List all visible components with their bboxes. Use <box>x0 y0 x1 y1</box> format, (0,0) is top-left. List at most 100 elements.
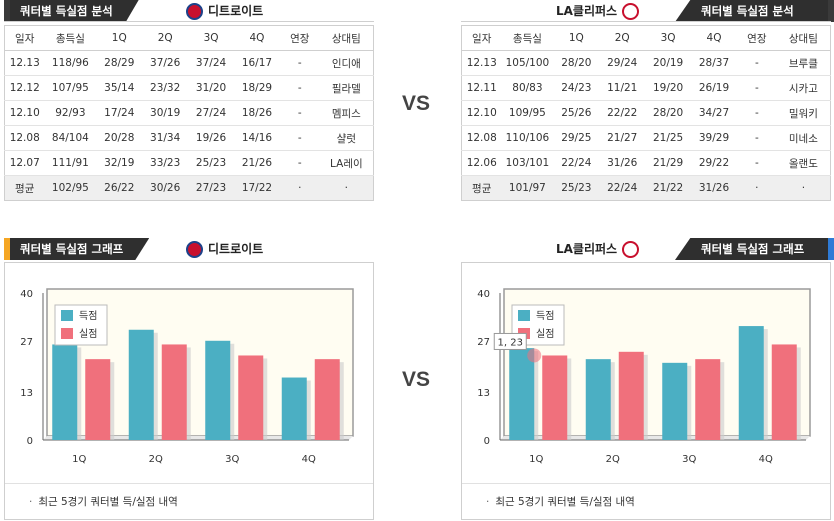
table-cell: 110/106 <box>501 125 554 151</box>
table-cell: 14/16 <box>234 125 280 151</box>
column-header: 4Q <box>691 25 737 51</box>
average-cell: 21/22 <box>645 175 692 201</box>
table-cell: 12.06 <box>461 150 502 176</box>
column-header: 3Q <box>645 25 692 51</box>
table-cell: 29/24 <box>599 50 646 76</box>
legend-label: 실점 <box>536 328 554 340</box>
table-cell: LA레이 <box>319 150 374 176</box>
table-cell: - <box>736 100 777 126</box>
table-cell: 37/24 <box>188 50 234 76</box>
table-cell: 28/37 <box>691 50 737 76</box>
table-cell: - <box>736 75 777 101</box>
table-cell: 16/17 <box>234 50 280 76</box>
table-cell: 31/26 <box>599 150 646 176</box>
plot-floor <box>43 436 353 440</box>
table-cell: 103/101 <box>501 150 554 176</box>
column-header: 1Q <box>96 25 143 51</box>
average-row: 평균 102/95 26/22 30/26 27/23 17/22 · · <box>4 175 374 201</box>
table-cell: 20/19 <box>645 50 692 76</box>
table-cell: 21/25 <box>645 125 692 151</box>
table-row: 12.11 80/83 24/23 11/21 19/20 26/19- 시카고 <box>461 75 831 101</box>
legend-label: 득점 <box>536 310 554 322</box>
table-cell: 20/28 <box>96 125 143 151</box>
average-cell: 17/22 <box>234 175 280 201</box>
y-tick-label: 0 <box>27 436 33 447</box>
table-cell: 샬럿 <box>319 125 374 151</box>
table-cell: 11/21 <box>599 75 646 101</box>
right-graph-team: LA클리퍼스 <box>556 238 640 260</box>
right-chart-box: 0 13 27 40 1Q 2Q 3Q 4Q 득점 실점 1, 23 · 최근 5경기 쿼터별 득/실… <box>461 262 831 520</box>
column-header: 2Q <box>599 25 646 51</box>
y-tick-label: 27 <box>477 337 490 348</box>
table-cell: 25/23 <box>188 150 234 176</box>
table-cell: 92/93 <box>44 100 97 126</box>
average-cell: · <box>319 175 374 201</box>
right-footnote: · 최근 5경기 쿼터별 득/실점 내역 <box>486 494 635 509</box>
left-graph-tab: 쿼터별 득실점 그래프 <box>10 238 150 260</box>
column-header: 일자 <box>4 25 45 51</box>
average-cell: 평균 <box>4 175 45 201</box>
table-cell: 12.11 <box>461 75 502 101</box>
table-row: 12.12 107/95 35/14 23/32 31/20 18/29- 필라델 <box>4 75 374 101</box>
table-cell: 111/91 <box>44 150 97 176</box>
average-cell: · <box>736 175 777 201</box>
table-cell: - <box>279 50 320 76</box>
pistons-logo-icon <box>186 240 203 258</box>
table-cell: 올랜도 <box>776 150 831 176</box>
legend-swatch <box>518 310 530 321</box>
bar-allowed <box>85 359 111 440</box>
table-cell: 25/26 <box>553 100 600 126</box>
table-cell: 18/29 <box>234 75 280 101</box>
column-header: 일자 <box>461 25 502 51</box>
column-header: 연장 <box>736 25 777 51</box>
x-tick-label: 2Q <box>606 454 620 465</box>
vs-label-bottom: VS <box>402 368 431 391</box>
left-header-rule <box>4 21 374 22</box>
table-header-row: 일자 총득실 1Q 2Q 3Q 4Q 연장 상대팀 <box>461 25 831 51</box>
column-header: 상대팀 <box>319 25 374 51</box>
table-header-row: 일자 총득실 1Q 2Q 3Q 4Q 연장 상대팀 <box>4 25 374 51</box>
bar-scored <box>585 359 611 440</box>
table-row: 12.07 111/91 32/19 33/23 25/23 21/26- LA레이 <box>4 150 374 176</box>
table-cell: 19/26 <box>188 125 234 151</box>
left-footnote: · 최근 5경기 쿼터별 득/실점 내역 <box>29 494 178 509</box>
table-cell: 19/20 <box>645 75 692 101</box>
table-row: 12.13 105/100 28/20 29/24 20/19 28/37- 브루클 <box>461 50 831 76</box>
table-cell: 39/29 <box>691 125 737 151</box>
table-cell: 밀워키 <box>776 100 831 126</box>
x-tick-label: 3Q <box>682 454 696 465</box>
table-cell: 26/19 <box>691 75 737 101</box>
table-cell: 필라델 <box>319 75 374 101</box>
right-graph-team-name: LA클리퍼스 <box>556 242 618 256</box>
table-cell: 12.08 <box>461 125 502 151</box>
table-row: 12.08 84/104 20/28 31/34 19/26 14/16- 샬럿 <box>4 125 374 151</box>
table-cell: 17/24 <box>96 100 143 126</box>
legend-swatch <box>61 328 73 339</box>
left-graph-team: 디트로이트 <box>186 238 263 260</box>
average-cell: 26/22 <box>96 175 143 201</box>
vs-label-top: VS <box>402 92 431 115</box>
right-accent-bar <box>828 0 834 22</box>
left-stats-table: 일자 총득실 1Q 2Q 3Q 4Q 연장 상대팀 12.13 118/96 28/29 37/26 3… <box>4 25 374 201</box>
bar-allowed <box>542 355 568 440</box>
table-cell: 21/29 <box>645 150 692 176</box>
bar-scored <box>52 344 78 440</box>
right-team-name: LA클리퍼스 <box>556 4 618 18</box>
table-cell: - <box>279 100 320 126</box>
column-header: 상대팀 <box>776 25 831 51</box>
table-cell: 12.13 <box>461 50 502 76</box>
bar-scored <box>281 377 307 440</box>
table-cell: 23/32 <box>142 75 189 101</box>
x-tick-label: 4Q <box>302 454 316 465</box>
column-header: 1Q <box>553 25 600 51</box>
table-cell: 29/25 <box>553 125 600 151</box>
table-cell: 107/95 <box>44 75 97 101</box>
left-footnote-text: 최근 5경기 쿼터별 득/실점 내역 <box>38 496 178 508</box>
bullet-icon: · <box>29 496 33 508</box>
table-cell: 12.07 <box>4 150 45 176</box>
table-cell: 29/22 <box>691 150 737 176</box>
table-row: 12.06 103/101 22/24 31/26 21/29 29/22- 올랜도 <box>461 150 831 176</box>
average-cell: 22/24 <box>599 175 646 201</box>
